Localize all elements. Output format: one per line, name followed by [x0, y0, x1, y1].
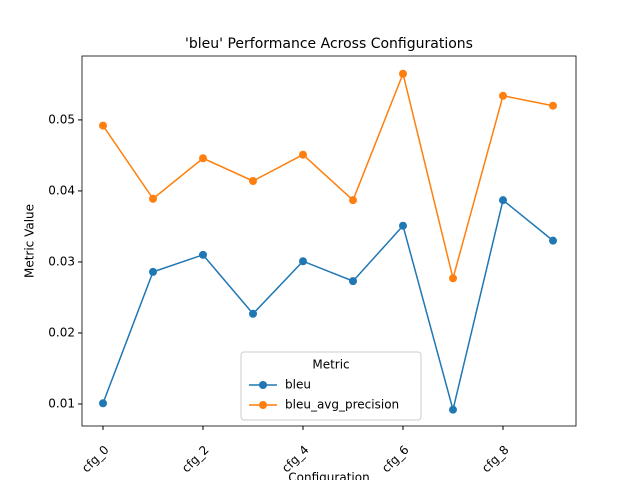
plot-frame	[81, 55, 577, 427]
data-point	[549, 101, 557, 110]
data-point	[299, 150, 307, 159]
data-point	[549, 236, 557, 245]
data-point	[199, 154, 207, 163]
data-point	[249, 309, 257, 318]
legend-marker	[259, 381, 267, 389]
legend-marker	[259, 401, 267, 409]
data-point	[99, 399, 107, 408]
data-point	[449, 274, 457, 283]
data-point	[349, 277, 357, 286]
data-point	[399, 69, 407, 78]
x-tick-label: cfg_2	[179, 443, 212, 476]
data-point	[149, 194, 157, 203]
chart-title: 'bleu' Performance Across Configurations	[185, 36, 473, 52]
legend-title: Metric	[312, 358, 349, 372]
data-point	[449, 405, 457, 414]
x-tick-label: cfg_8	[479, 443, 512, 476]
y-axis-label: Metric Value	[23, 204, 37, 278]
legend-label: bleu_avg_precision	[285, 398, 399, 412]
y-tick-label: 0.02	[48, 325, 75, 339]
data-point	[299, 257, 307, 266]
data-point	[249, 176, 257, 185]
y-tick-label: 0.01	[48, 396, 75, 410]
data-point	[499, 196, 507, 205]
y-tick-label: 0.04	[48, 183, 75, 197]
series-line	[102, 71, 554, 282]
data-point	[499, 91, 507, 100]
y-tick-label: 0.03	[48, 254, 75, 268]
legend-label: bleu	[285, 378, 311, 392]
data-point	[349, 196, 357, 205]
data-point	[199, 250, 207, 259]
y-tick-label: 0.05	[48, 112, 75, 126]
legend-box	[240, 351, 422, 421]
x-axis-label: Configuration	[288, 471, 369, 480]
x-tick-label: cfg_6	[379, 443, 412, 476]
data-point	[149, 267, 157, 276]
x-tick-label: cfg_0	[79, 443, 112, 476]
data-point	[99, 121, 107, 130]
series-line	[102, 198, 554, 410]
data-point	[399, 221, 407, 230]
